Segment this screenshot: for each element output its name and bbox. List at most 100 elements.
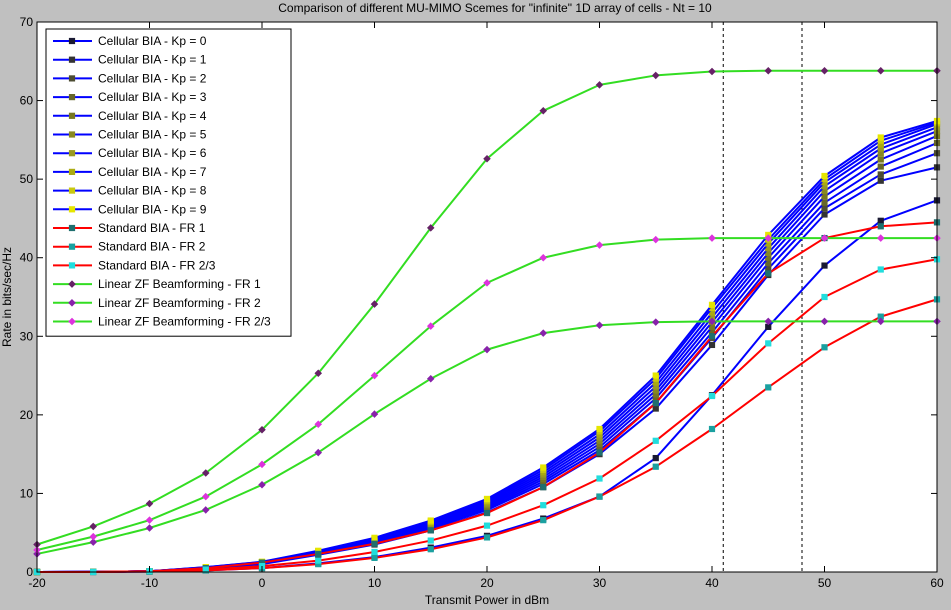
series-14-point-14 — [820, 317, 829, 326]
series-15-point-1 — [89, 532, 98, 541]
series-14-point-2 — [145, 524, 154, 532]
series-15-point-3 — [201, 492, 210, 501]
series-10-point-15 — [877, 223, 884, 230]
axes: -20 -10 0 10 20 30 40 50 60 0 10 20 30 40 50 60 70 — [20, 15, 944, 590]
chart-title: Comparison of different MU-MIMO Scemes f… — [278, 1, 712, 15]
series-15-point-5 — [314, 420, 323, 429]
series-11-point-8 — [483, 534, 491, 541]
series-12-point-11 — [652, 437, 659, 444]
legend-swatch-marker-4 — [68, 112, 76, 119]
series-12-point-15 — [877, 266, 884, 273]
series-13-point-15 — [876, 66, 885, 75]
legend-entry-14: Linear ZF Beamforming - FR 2 — [53, 296, 261, 310]
series-2-point-15 — [877, 171, 884, 178]
series-12-point-9 — [540, 502, 547, 509]
y-tick-label-5: 50 — [20, 172, 34, 186]
series-1-point-14 — [821, 211, 828, 218]
y-axis-label: Rate in bits/sec/Hz — [0, 247, 14, 347]
series-11-point-14 — [821, 344, 828, 351]
series-14-point-10 — [595, 321, 604, 330]
series-1-point-11 — [652, 405, 659, 412]
series-12-point-7 — [427, 537, 434, 544]
series-13-point-6 — [370, 300, 379, 308]
series-9-point-9 — [540, 464, 547, 471]
legend-label-5: Cellular BIA - Kp = 5 — [98, 128, 207, 142]
series-15-point-11 — [651, 235, 660, 244]
legend-swatch-marker-9 — [68, 206, 76, 213]
legend-label-9: Cellular BIA - Kp = 9 — [98, 202, 207, 216]
series-14-point-12 — [708, 317, 716, 326]
series-layer — [33, 66, 941, 576]
series-13-point-12 — [708, 67, 716, 76]
legend-swatch-marker-7 — [68, 168, 76, 176]
series-10-point-5 — [315, 550, 322, 558]
series-13-point-7 — [426, 224, 435, 232]
series-10-point-8 — [483, 509, 491, 517]
legend-label-7: Cellular BIA - Kp = 7 — [98, 165, 207, 179]
series-14 — [33, 317, 941, 558]
legend-swatch-marker-6 — [68, 150, 76, 157]
series-14-point-5 — [314, 448, 323, 457]
series-0-point-14 — [821, 262, 828, 269]
legend-entry-5: Cellular BIA - Kp = 5 — [53, 128, 207, 142]
legend-swatch-marker-10 — [68, 224, 76, 232]
legend-entry-9: Cellular BIA - Kp = 9 — [53, 202, 207, 216]
series-15-point-12 — [708, 234, 716, 242]
series-13-point-4 — [258, 426, 266, 434]
series-15-point-10 — [595, 241, 604, 249]
legend-entry-3: Cellular BIA - Kp = 3 — [53, 90, 207, 104]
legend-label-0: Cellular BIA - Kp = 0 — [98, 34, 207, 48]
series-14-point-1 — [89, 538, 98, 546]
y-tick-label-1: 10 — [20, 486, 34, 500]
series-9-point-7 — [427, 517, 434, 524]
legend-label-15: Linear ZF Beamforming - FR 2/3 — [98, 315, 271, 329]
series-14-point-7 — [426, 374, 435, 383]
legend-label-6: Cellular BIA - Kp = 6 — [98, 146, 207, 160]
series-15-point-6 — [370, 371, 379, 380]
series-10-point-11 — [652, 399, 659, 407]
legend-entry-7: Cellular BIA - Kp = 7 — [53, 165, 207, 179]
x-tick-label-4: 20 — [480, 576, 494, 590]
legend-swatch-marker-15 — [68, 317, 76, 326]
y-tick-label-6: 60 — [20, 94, 34, 108]
series-13-point-2 — [145, 499, 154, 508]
reference-lines — [722, 22, 803, 572]
series-14-point-4 — [258, 481, 266, 489]
series-11-point-12 — [708, 425, 716, 433]
series-9-point-6 — [371, 534, 378, 541]
series-13-point-11 — [651, 71, 660, 80]
legend-swatch-marker-2 — [68, 75, 76, 82]
y-tick-label-4: 40 — [20, 251, 34, 265]
y-tick-label-7: 70 — [20, 15, 34, 29]
series-1-point-15 — [877, 177, 884, 184]
legend-label-12: Standard BIA - FR 2/3 — [98, 258, 216, 272]
legend-entry-11: Standard BIA - FR 2 — [53, 240, 206, 254]
series-11-point-13 — [765, 384, 772, 391]
series-0-point-15 — [877, 217, 884, 224]
series-10-point-13 — [765, 270, 772, 277]
series-12-point-13 — [765, 340, 772, 347]
legend-entry-8: Cellular BIA - Kp = 8 — [53, 184, 207, 198]
series-12-point-5 — [315, 557, 322, 564]
y-tick-label-2: 20 — [20, 408, 34, 422]
legend-swatch-marker-1 — [68, 56, 76, 63]
series-15-point-13 — [764, 234, 773, 242]
series-15-point-9 — [539, 253, 548, 262]
legend-swatch-marker-12 — [68, 262, 76, 269]
x-tick-label-5: 30 — [593, 576, 607, 590]
series-11-point-9 — [540, 517, 547, 524]
series-15-point-7 — [426, 322, 435, 330]
series-14-point-15 — [876, 317, 885, 326]
series-13-point-3 — [201, 469, 210, 477]
series-10-point-9 — [540, 484, 547, 491]
series-15-point-8 — [483, 279, 491, 287]
series-9-point-12 — [708, 301, 716, 308]
series-11-point-10 — [596, 493, 603, 500]
series-9-point-14 — [821, 172, 828, 180]
legend-entry-4: Cellular BIA - Kp = 4 — [53, 109, 207, 123]
legend-label-1: Cellular BIA - Kp = 1 — [98, 53, 207, 67]
series-12-point-12 — [708, 392, 716, 400]
series-9-point-8 — [483, 495, 491, 503]
series-15 — [33, 234, 941, 554]
